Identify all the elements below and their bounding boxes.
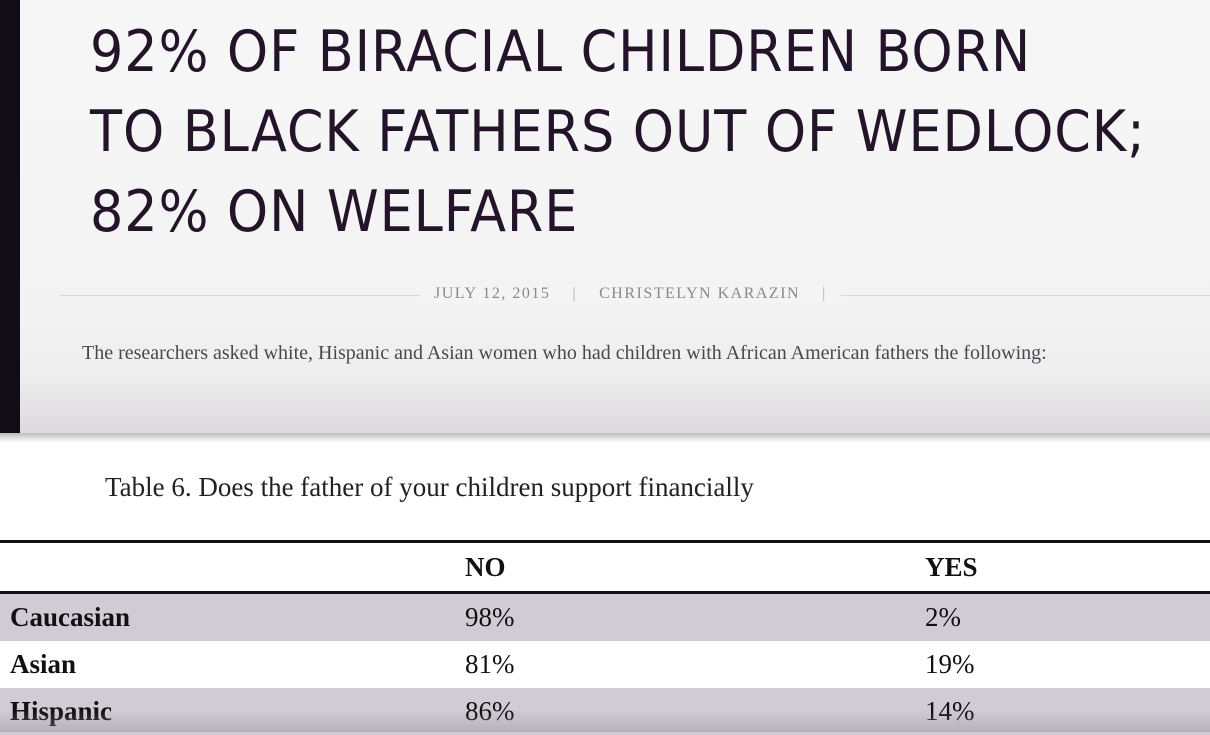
meta-separator-trailing: | (822, 285, 827, 302)
cell-yes: 2% (915, 592, 1210, 641)
row-label: Caucasian (0, 592, 455, 641)
header-group (0, 540, 455, 594)
table-row: Caucasian 98% 2% (0, 592, 1210, 641)
article-headline: 92% OF BIRACIAL CHILDREN BORN TO BLACK F… (90, 12, 1146, 252)
cell-no: 81% (455, 641, 915, 688)
article-meta: JULY 12, 2015 | CHRISTELYN KARAZIN | (420, 285, 841, 303)
post-date[interactable]: JULY 12, 2015 (434, 285, 551, 302)
cell-yes: 19% (915, 641, 1210, 688)
headline-line-1: 92% OF BIRACIAL CHILDREN BORN (90, 19, 1032, 85)
table-row: Asian 81% 19% (0, 641, 1210, 688)
meta-separator: | (572, 285, 578, 302)
panel-shadow (0, 433, 1210, 443)
row-label: Asian (0, 641, 455, 688)
header-yes: YES (915, 540, 1210, 594)
headline-line-2: TO BLACK FATHERS OUT OF WEDLOCK; (90, 99, 1146, 165)
table-row: Hispanic 86% 14% (0, 688, 1210, 735)
support-table: NO YES Caucasian 98% 2% Asian 81% 19% Hi… (0, 540, 1210, 735)
headline-line-3: 82% ON WELFARE (90, 179, 579, 245)
post-author[interactable]: CHRISTELYN KARAZIN (599, 285, 801, 302)
header-no: NO (455, 540, 915, 594)
article-intro: The researchers asked white, Hispanic an… (82, 342, 1047, 364)
cell-yes: 14% (915, 688, 1210, 735)
article-screenshot-panel: 92% OF BIRACIAL CHILDREN BORN TO BLACK F… (0, 0, 1210, 437)
cell-no: 86% (455, 688, 915, 735)
table-header-row: NO YES (0, 540, 1210, 594)
table-caption: Table 6. Does the father of your childre… (105, 472, 754, 502)
left-dark-bar (0, 0, 20, 437)
row-label: Hispanic (0, 688, 455, 735)
cell-no: 98% (455, 592, 915, 641)
